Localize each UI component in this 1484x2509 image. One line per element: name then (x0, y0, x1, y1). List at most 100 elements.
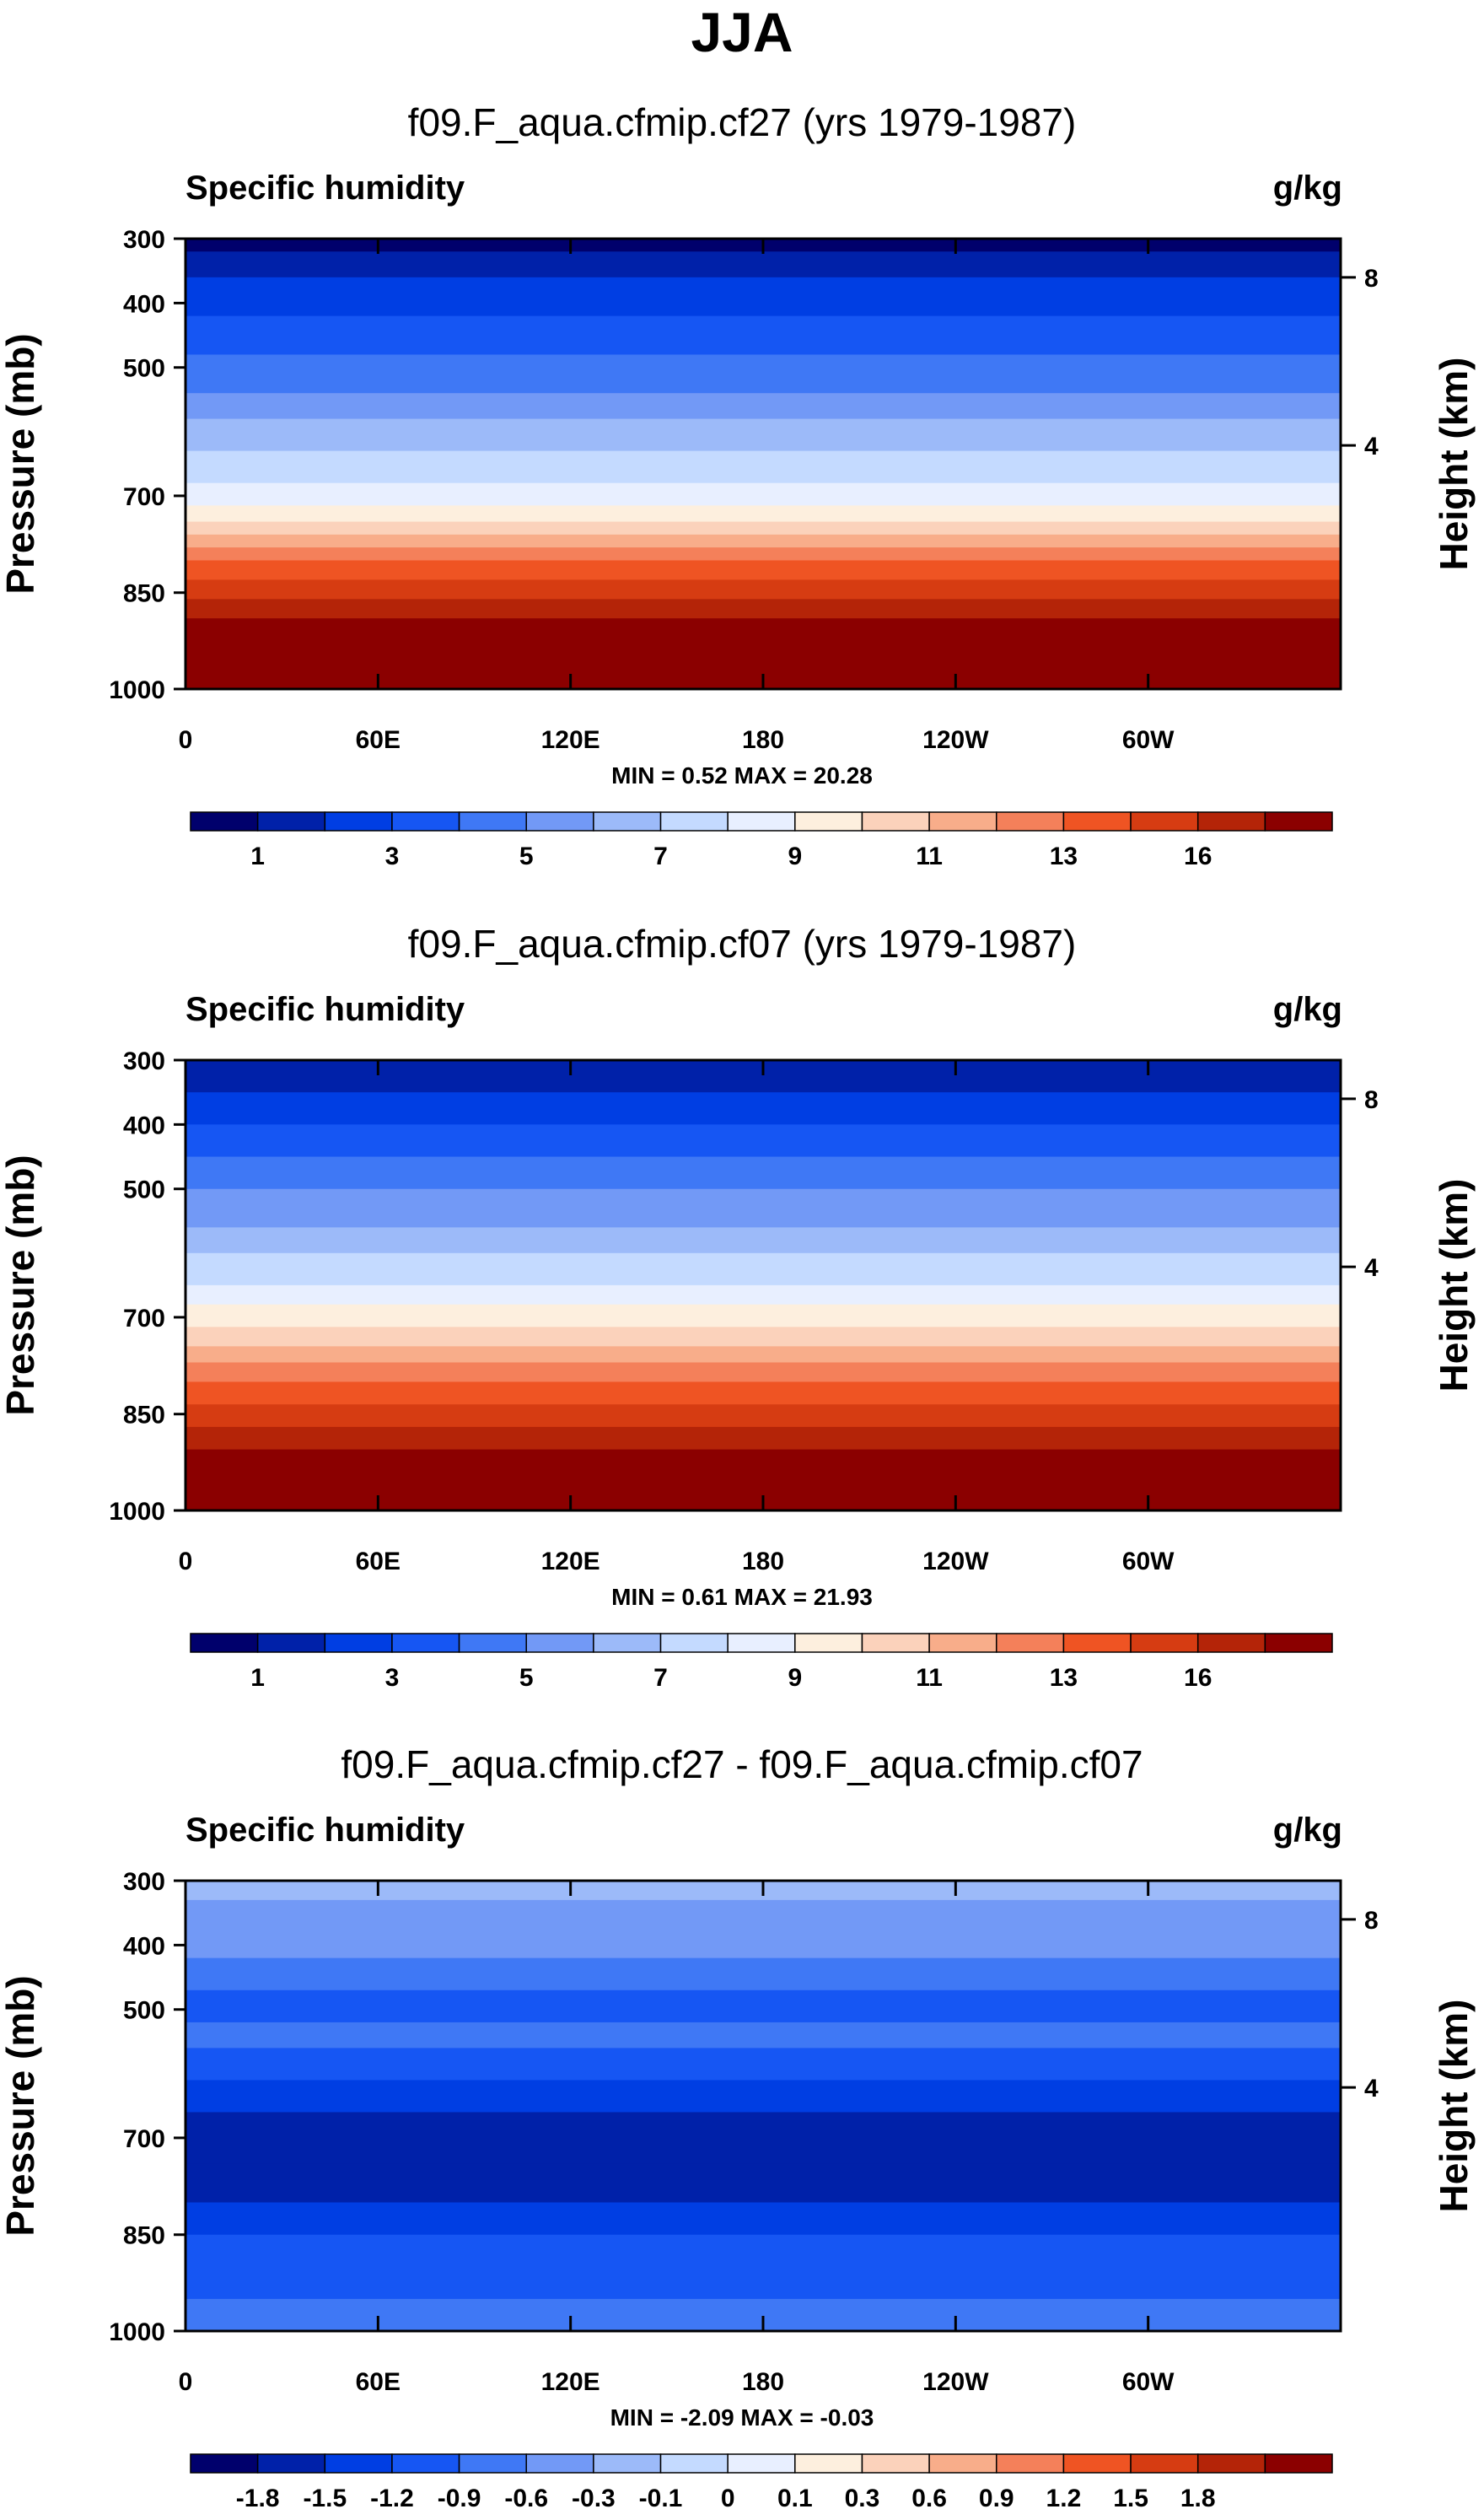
colorbar-swatch (1196, 1633, 1266, 1653)
y2-axis-title: Height (km) (1432, 1179, 1476, 1392)
contour-band (186, 2022, 1341, 2049)
colorbar-label: 0.6 (911, 2485, 947, 2509)
contour-band (186, 1304, 1341, 1327)
panel-3-variable-label: Specific humidity (186, 1812, 465, 1849)
colorbar-label: -1.5 (303, 2485, 347, 2509)
y-axis-title: Pressure (mb) (0, 1155, 42, 1415)
contour-band (186, 1362, 1341, 1382)
colorbar: 1 3 5 7 9 11 13 16 (190, 1633, 1333, 1692)
contour-band (186, 1381, 1341, 1405)
y-tick-label: 300 (123, 226, 165, 254)
colorbar-label: -1.2 (370, 2485, 414, 2509)
colorbar-swatch (861, 1633, 930, 1653)
y2-tick-label: 8 (1364, 265, 1379, 293)
y2-tick-label: 4 (1364, 1254, 1379, 1282)
colorbar-swatch (391, 811, 460, 832)
contour-band (186, 1346, 1341, 1363)
colorbar-swatch (525, 1633, 594, 1653)
x-tick-label: 60W (1122, 1548, 1175, 1575)
colorbar-swatch (458, 2453, 527, 2474)
plot-area (184, 237, 1342, 691)
colorbar-label: 16 (1184, 843, 1212, 870)
contour-band (186, 2112, 1341, 2165)
colorbar-label: 1 (250, 843, 265, 870)
panel-1: 0 60E 120E 180 120W 60W 300 400 500 700 850 1000 8 4 P… (0, 226, 1476, 870)
y-tick-label: 400 (123, 1932, 165, 1960)
contour-band (186, 418, 1341, 452)
colorbar-label: -0.1 (639, 2485, 683, 2509)
contour-band (186, 534, 1341, 548)
colorbar-swatch (324, 811, 393, 832)
colorbar-swatch (525, 2453, 594, 2474)
colorbar: -1.8 -1.5 -1.2 -0.9 -0.6 -0.3 -0.1 0 0.1 0.3 0.6 0.… (190, 2453, 1333, 2509)
y2-tick-label: 8 (1364, 1907, 1379, 1935)
colorbar-swatch (928, 2453, 997, 2474)
y-tick-label: 700 (123, 483, 165, 511)
contour-band (186, 547, 1341, 561)
contour-band (186, 1124, 1341, 1158)
y-tick-label: 300 (123, 1047, 165, 1075)
colorbar-swatch (391, 1633, 460, 1653)
contour-band (186, 2202, 1341, 2236)
y2-axis-title: Height (km) (1432, 2000, 1476, 2213)
contour-band (186, 393, 1341, 420)
colorbar-swatch (1062, 1633, 1132, 1653)
colorbar-swatch (190, 2453, 259, 2474)
colorbar-label: 3 (385, 843, 400, 870)
colorbar-swatch (525, 811, 594, 832)
panel-1-title: f09.F_aqua.cfmip.cf27 (yrs 1979-1987) (407, 100, 1077, 144)
y-tick-label: 700 (123, 2125, 165, 2153)
contour-band (186, 1989, 1341, 2023)
y-axis-title: Pressure (mb) (0, 1975, 42, 2236)
colorbar-label: 9 (788, 1664, 802, 1692)
contour-band (186, 1327, 1341, 1347)
y-tick-label: 850 (123, 2222, 165, 2250)
panel-1-min-max: MIN = 0.52 MAX = 20.28 (611, 762, 873, 789)
contour-band (186, 505, 1341, 523)
x-tick-label: 0 (179, 1548, 193, 1575)
colorbar-label: 0.1 (777, 2485, 813, 2509)
x-tick-label: 120W (922, 2368, 989, 2396)
colorbar-label: 5 (519, 1664, 534, 1692)
colorbar-label: 9 (788, 843, 802, 870)
contour-band (186, 1404, 1341, 1428)
panel-3: 0 60E 120E 180 120W 60W 300 400 500 700 850 1000 8 4 P… (0, 1868, 1476, 2509)
contour-band (186, 1899, 1341, 1933)
y-tick-label: 850 (123, 1402, 165, 1429)
colorbar-swatch (727, 2453, 796, 2474)
contour-band (186, 1426, 1341, 1451)
colorbar-swatch (1196, 2453, 1266, 2474)
colorbar-label: -0.6 (504, 2485, 548, 2509)
contour-band (186, 1284, 1341, 1306)
colorbar-swatch (794, 2453, 863, 2474)
panel-2-title: f09.F_aqua.cfmip.cf07 (yrs 1979-1987) (407, 922, 1077, 966)
colorbar-swatch (996, 811, 1065, 832)
colorbar-swatch (928, 811, 997, 832)
colorbar-swatch (1264, 1633, 1333, 1653)
colorbar-swatch (794, 811, 863, 832)
colorbar-swatch (861, 2453, 930, 2474)
x-tick-label: 0 (179, 726, 193, 754)
contour-band (186, 521, 1341, 536)
x-tick-label: 60E (356, 2368, 401, 2396)
panel-3-min-max: MIN = -2.09 MAX = -0.03 (610, 2404, 874, 2431)
colorbar-label: 1.8 (1180, 2485, 1216, 2509)
colorbar-swatch (324, 1633, 393, 1653)
y-tick-label: 1000 (109, 676, 165, 704)
contour-band (186, 1188, 1341, 1228)
contour-band (186, 560, 1341, 580)
y-axis-title: Pressure (mb) (0, 333, 42, 594)
contour-band (186, 315, 1341, 355)
colorbar: 1 3 5 7 9 11 13 16 (190, 811, 1333, 870)
colorbar-swatch (256, 811, 326, 832)
colorbar-label: 13 (1050, 1664, 1078, 1692)
x-tick-label: 120E (541, 1548, 600, 1575)
colorbar-swatch (727, 1633, 796, 1653)
panel-2-min-max: MIN = 0.61 MAX = 21.93 (611, 1584, 873, 1610)
y2-tick-label: 8 (1364, 1086, 1379, 1114)
colorbar-swatch (861, 811, 930, 832)
colorbar-swatch (458, 1633, 527, 1653)
colorbar-swatch (996, 2453, 1065, 2474)
colorbar-label: 3 (385, 1664, 400, 1692)
